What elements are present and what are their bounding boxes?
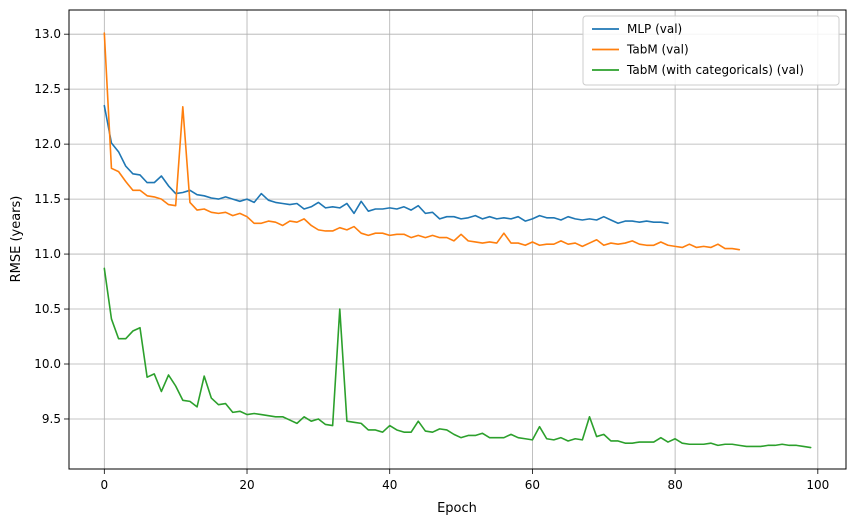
legend-label-2: TabM (with categoricals) (val) [626,63,804,77]
y-tick-label: 12.5 [34,82,61,96]
y-tick-label: 10.0 [34,357,61,371]
series-layer [103,32,812,449]
y-tick-label: 9.5 [42,412,61,426]
y-tick-label: 11.0 [34,247,61,261]
series-line-1 [103,32,741,251]
y-tick-label: 10.5 [34,302,61,316]
legend-label-0: MLP (val) [627,22,682,36]
x-axis-ticks: 0 20 40 60 80 100 [100,469,829,492]
legend-label-1: TabM (val) [626,43,689,57]
x-tick-label: 100 [806,478,829,492]
x-axis-label: Epoch [437,501,477,516]
series-line-0 [103,104,669,225]
series-line-2 [103,267,812,449]
x-tick-label: 60 [525,478,540,492]
x-tick-label: 20 [239,478,254,492]
legend-items: MLP (val) TabM (val) TabM (with categorica… [592,22,804,77]
x-tick-label: 40 [382,478,397,492]
x-tick-label: 0 [100,478,108,492]
legend: MLP (val) TabM (val) TabM (with categorica… [582,15,840,86]
y-tick-label: 11.5 [34,192,61,206]
y-tick-label: 12.0 [34,137,61,151]
y-tick-label: 13.0 [34,27,61,41]
legend-box [582,15,840,86]
y-gridlines [69,33,846,420]
y-axis-label: RMSE (years) [9,196,24,283]
x-tick-label: 80 [667,478,682,492]
y-axis-ticks: 9.5 10.0 10.5 11.0 11.5 12.0 12.5 13.0 [34,27,69,426]
plot-frame [68,9,847,470]
x-gridlines [103,10,819,469]
